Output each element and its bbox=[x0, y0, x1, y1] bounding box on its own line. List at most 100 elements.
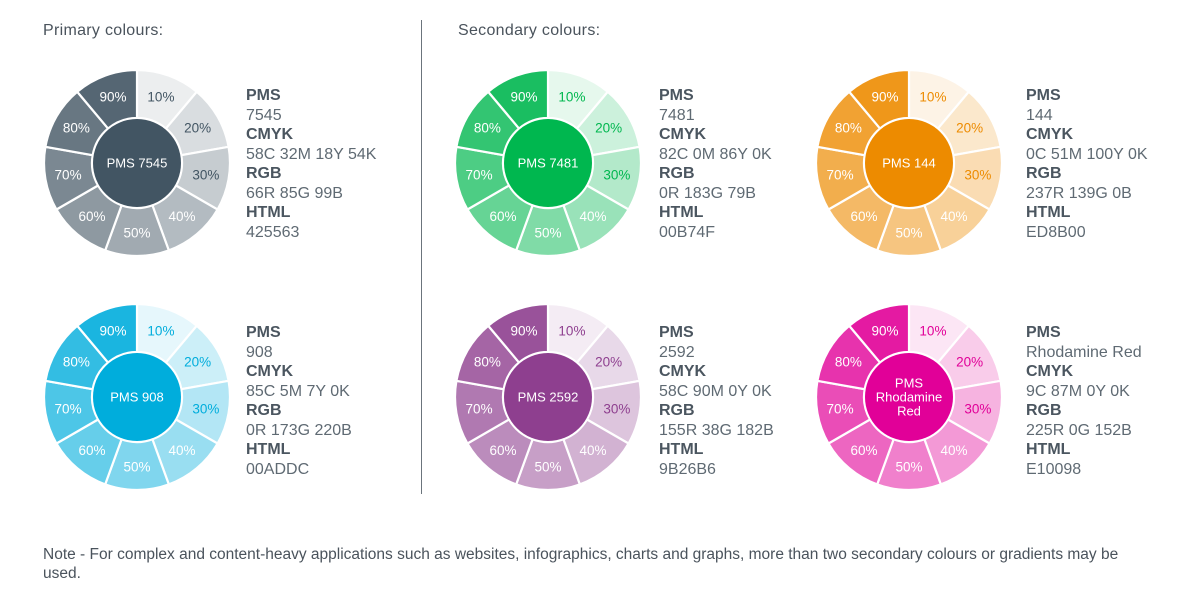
tint-label-40-: 40% bbox=[168, 443, 195, 458]
spec-block-pms-7481: PMS 7481 CMYK 82C 0M 86Y 0K RGB 0R 183G … bbox=[659, 86, 772, 242]
pms-value: 144 bbox=[1026, 106, 1053, 124]
cmyk-value: 58C 90M 0Y 0K bbox=[659, 382, 772, 400]
center-label: PMS 7481 bbox=[518, 156, 579, 171]
html-value: 425563 bbox=[246, 223, 300, 241]
base-colour-circle bbox=[504, 353, 592, 441]
section-divider bbox=[421, 20, 422, 494]
tint-label-30-: 30% bbox=[603, 168, 630, 183]
html-label: HTML bbox=[659, 204, 704, 221]
pms-label: PMS bbox=[659, 324, 694, 341]
pms-value: 7545 bbox=[246, 106, 282, 124]
tint-label-70-: 70% bbox=[466, 168, 493, 183]
cmyk-value: 0C 51M 100Y 0K bbox=[1026, 145, 1148, 163]
rgb-label: RGB bbox=[659, 402, 695, 419]
tint-label-50-: 50% bbox=[895, 460, 922, 475]
tint-label-80-: 80% bbox=[63, 121, 90, 136]
html-label: HTML bbox=[246, 204, 291, 221]
tint-label-10-: 10% bbox=[919, 324, 946, 339]
tint-label-90-: 90% bbox=[511, 324, 538, 339]
tint-label-20-: 20% bbox=[595, 121, 622, 136]
tint-label-30-: 30% bbox=[192, 402, 219, 417]
pms-value: Rhodamine Red bbox=[1026, 343, 1142, 361]
tint-label-70-: 70% bbox=[55, 402, 82, 417]
tint-label-30-: 30% bbox=[964, 168, 991, 183]
tint-label-10-: 10% bbox=[558, 90, 585, 105]
colour-wheel-graphic: 10% 20% 30% 40% 50% 60% 70% 80% 90% PMS 7545 bbox=[42, 68, 232, 258]
tint-label-10-: 10% bbox=[919, 90, 946, 105]
tint-label-60-: 60% bbox=[850, 443, 877, 458]
rgb-label: RGB bbox=[1026, 165, 1062, 182]
colour-wheel-graphic: 10% 20% 30% 40% 50% 60% 70% 80% 90% PMSRhodamineR… bbox=[814, 302, 1004, 492]
colour-wheel-pms-144: 10% 20% 30% 40% 50% 60% 70% 80% 90% PMS 144 bbox=[814, 68, 1004, 258]
cmyk-label: CMYK bbox=[1026, 363, 1074, 380]
center-label: PMS 2592 bbox=[518, 390, 579, 405]
html-value: 9B26B6 bbox=[659, 460, 716, 478]
tint-label-70-: 70% bbox=[827, 168, 854, 183]
tint-label-50-: 50% bbox=[534, 460, 561, 475]
spec-block-pms-2592: PMS 2592 CMYK 58C 90M 0Y 0K RGB 155R 38G… bbox=[659, 323, 774, 479]
cmyk-label: CMYK bbox=[246, 126, 294, 143]
spec-block-pms-908: PMS 908 CMYK 85C 5M 7Y 0K RGB 0R 173G 22… bbox=[246, 323, 352, 479]
spec-block-pms-rhodamine-red: PMS Rhodamine Red CMYK 9C 87M 0Y 0K RGB … bbox=[1026, 323, 1142, 479]
rgb-label: RGB bbox=[659, 165, 695, 182]
tint-segment-90- bbox=[75, 68, 139, 131]
tint-label-70-: 70% bbox=[827, 402, 854, 417]
base-colour-circle bbox=[93, 119, 181, 207]
cmyk-label: CMYK bbox=[659, 363, 707, 380]
pms-label: PMS bbox=[246, 324, 281, 341]
pms-label: PMS bbox=[246, 87, 281, 104]
cmyk-label: CMYK bbox=[659, 126, 707, 143]
spec-block-pms-7545: PMS 7545 CMYK 58C 32M 18Y 54K RGB 66R 85… bbox=[246, 86, 376, 242]
html-label: HTML bbox=[1026, 204, 1071, 221]
tint-label-60-: 60% bbox=[78, 443, 105, 458]
pms-value: 2592 bbox=[659, 343, 695, 361]
tint-segment-90- bbox=[75, 302, 139, 365]
center-label: PMS bbox=[895, 376, 924, 391]
usage-note: Note - For complex and content-heavy app… bbox=[43, 546, 1119, 582]
rgb-value: 0R 173G 220B bbox=[246, 421, 352, 439]
secondary-colours-title: Secondary colours: bbox=[458, 22, 601, 39]
tint-label-20-: 20% bbox=[956, 121, 983, 136]
tint-label-50-: 50% bbox=[123, 226, 150, 241]
tint-label-20-: 20% bbox=[184, 355, 211, 370]
colour-wheel-graphic: 10% 20% 30% 40% 50% 60% 70% 80% 90% PMS 7481 bbox=[453, 68, 643, 258]
pms-value: 7481 bbox=[659, 106, 695, 124]
tint-label-70-: 70% bbox=[466, 402, 493, 417]
base-colour-circle bbox=[504, 119, 592, 207]
tint-segment-90- bbox=[847, 68, 911, 131]
cmyk-label: CMYK bbox=[246, 363, 294, 380]
colour-wheel-pms-rhodamine-red: 10% 20% 30% 40% 50% 60% 70% 80% 90% PMS Rhodamine R… bbox=[814, 302, 1004, 492]
tint-label-80-: 80% bbox=[474, 121, 501, 136]
cmyk-value: 85C 5M 7Y 0K bbox=[246, 382, 350, 400]
tint-segment-90- bbox=[486, 68, 550, 131]
tint-label-40-: 40% bbox=[168, 209, 195, 224]
rgb-label: RGB bbox=[246, 402, 282, 419]
html-label: HTML bbox=[246, 441, 291, 458]
tint-label-20-: 20% bbox=[184, 121, 211, 136]
tint-label-20-: 20% bbox=[595, 355, 622, 370]
center-label: PMS 144 bbox=[882, 156, 935, 171]
tint-label-20-: 20% bbox=[956, 355, 983, 370]
tint-label-70-: 70% bbox=[55, 168, 82, 183]
tint-label-50-: 50% bbox=[123, 460, 150, 475]
tint-label-10-: 10% bbox=[147, 324, 174, 339]
base-colour-circle bbox=[865, 119, 953, 207]
spec-block-pms-144: PMS 144 CMYK 0C 51M 100Y 0K RGB 237R 139… bbox=[1026, 86, 1148, 242]
pms-label: PMS bbox=[659, 87, 694, 104]
html-label: HTML bbox=[659, 441, 704, 458]
colour-wheel-pms-908: 10% 20% 30% 40% 50% 60% 70% 80% 90% PMS 908 bbox=[42, 302, 232, 492]
tint-label-50-: 50% bbox=[534, 226, 561, 241]
center-label: PMS 908 bbox=[110, 390, 163, 405]
cmyk-value: 82C 0M 86Y 0K bbox=[659, 145, 772, 163]
tint-label-40-: 40% bbox=[940, 209, 967, 224]
pms-label: PMS bbox=[1026, 324, 1061, 341]
colour-wheel-pms-7481: 10% 20% 30% 40% 50% 60% 70% 80% 90% PMS 7481 bbox=[453, 68, 643, 258]
tint-label-30-: 30% bbox=[964, 402, 991, 417]
tint-label-90-: 90% bbox=[100, 90, 127, 105]
tint-segment-90- bbox=[486, 302, 550, 365]
colour-wheel-pms-7545: 10% 20% 30% 40% 50% 60% 70% 80% 90% PMS 7545 bbox=[42, 68, 232, 258]
tint-label-80-: 80% bbox=[63, 355, 90, 370]
base-colour-circle bbox=[865, 353, 953, 441]
tint-label-60-: 60% bbox=[78, 209, 105, 224]
tint-segment-90- bbox=[847, 302, 911, 365]
